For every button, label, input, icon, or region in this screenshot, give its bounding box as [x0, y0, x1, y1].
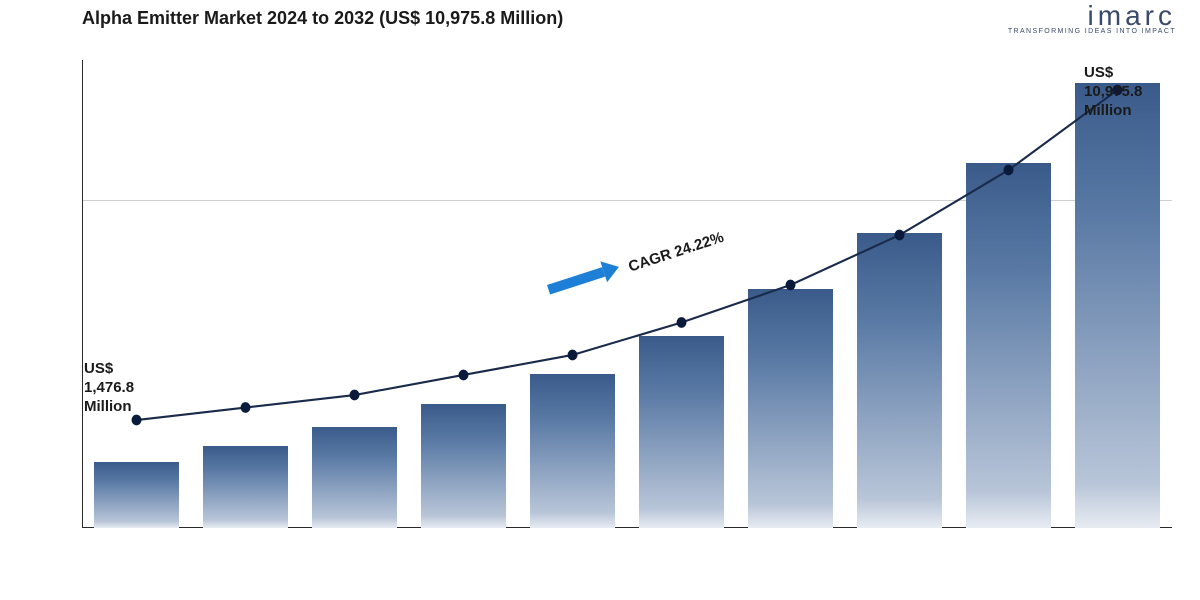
chart-title: Alpha Emitter Market 2024 to 2032 (US$ 1…: [82, 8, 563, 29]
bar: [530, 374, 615, 528]
bar-series: [82, 60, 1172, 528]
bar-slot: [1063, 60, 1172, 528]
end-value-callout: US$ 10,975.8 Million: [1084, 64, 1174, 120]
callout-unit: Million: [1084, 102, 1132, 119]
bar-slot: [954, 60, 1063, 528]
bar-slot: [518, 60, 627, 528]
bar-slot: [300, 60, 409, 528]
start-value-callout: US$ 1,476.8 Million: [84, 360, 164, 416]
bar: [639, 336, 724, 528]
bar: [312, 427, 397, 528]
callout-value: 1,476.8: [84, 379, 134, 396]
bar: [1075, 83, 1160, 528]
callout-value: 10,975.8: [1084, 83, 1142, 100]
callout-currency: US$: [84, 360, 113, 377]
bar-slot: [736, 60, 845, 528]
bar-slot: [82, 60, 191, 528]
bar-slot: [409, 60, 518, 528]
bar-slot: [627, 60, 736, 528]
logo-tagline: TRANSFORMING IDEAS INTO IMPACT: [1008, 28, 1176, 35]
callout-unit: Million: [84, 398, 132, 415]
bar-slot: [191, 60, 300, 528]
bar: [203, 446, 288, 528]
bar: [966, 163, 1051, 528]
chart-area: US$ 1,476.8 Million US$ 10,975.8 Million…: [82, 60, 1172, 560]
bar: [748, 289, 833, 528]
bar: [857, 233, 942, 528]
callout-currency: US$: [1084, 64, 1113, 81]
brand-logo: imarc TRANSFORMING IDEAS INTO IMPACT: [1008, 0, 1176, 35]
bar-slot: [845, 60, 954, 528]
bar: [421, 404, 506, 528]
bar: [94, 462, 179, 528]
